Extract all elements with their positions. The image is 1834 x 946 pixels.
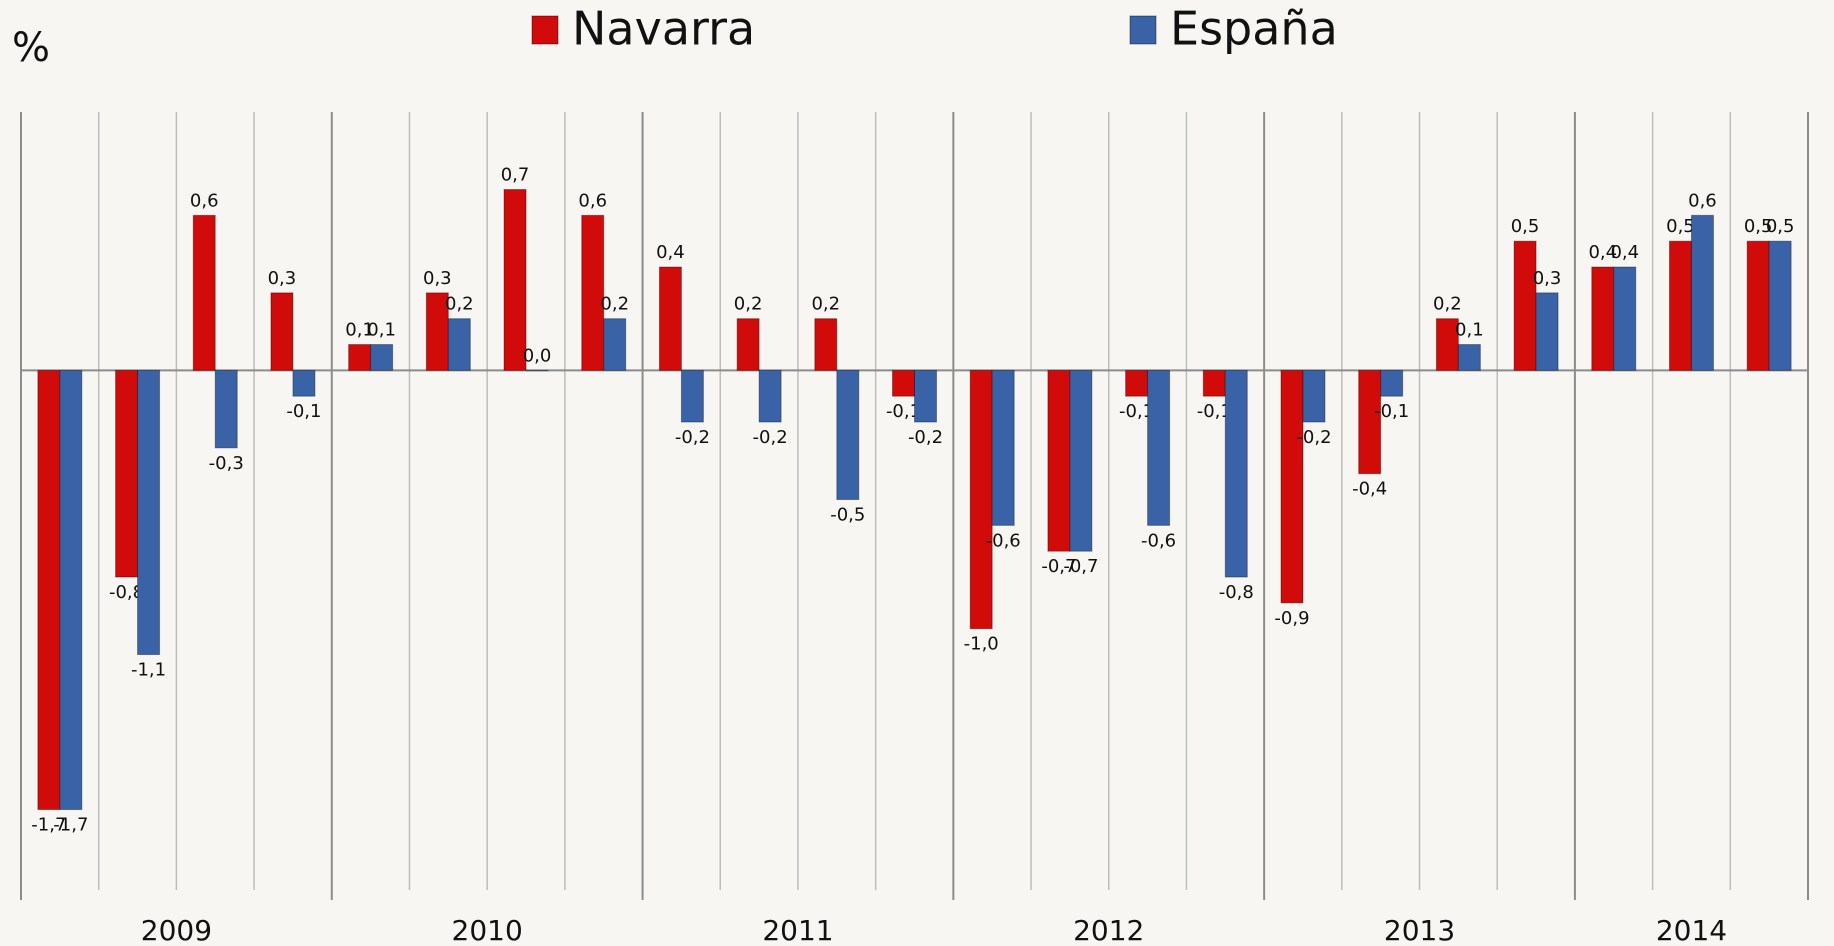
bar — [604, 319, 626, 371]
value-label: 0,1 — [1455, 320, 1484, 341]
value-label: 0,2 — [811, 294, 840, 315]
value-label: -0,6 — [986, 530, 1021, 551]
value-label: 0,6 — [578, 190, 607, 211]
value-label: -0,2 — [1296, 427, 1331, 448]
x-group-label: 2013 — [1384, 914, 1455, 946]
bar — [1148, 370, 1170, 525]
value-label: 0,6 — [1688, 190, 1717, 211]
value-label: 0,2 — [445, 294, 474, 315]
bar — [38, 370, 60, 809]
bar — [915, 370, 937, 422]
y-axis-label: % — [12, 25, 50, 71]
bar — [815, 319, 837, 371]
value-label: -0,9 — [1274, 608, 1309, 629]
bar — [116, 370, 138, 577]
value-label: -0,2 — [908, 427, 943, 448]
bar — [1126, 370, 1148, 396]
bar — [1769, 241, 1791, 370]
legend-marker — [1130, 16, 1156, 44]
bar — [1203, 370, 1225, 396]
value-label: 0,3 — [423, 268, 452, 289]
value-label: 0,3 — [268, 268, 297, 289]
bar — [1303, 370, 1325, 422]
x-group-label: 2012 — [1073, 914, 1144, 946]
value-label: -0,1 — [1374, 401, 1409, 422]
value-label: 0,1 — [367, 320, 396, 341]
bar — [1070, 370, 1092, 551]
bar — [1281, 370, 1303, 603]
value-label: 0,2 — [1433, 294, 1462, 315]
bar — [504, 190, 526, 371]
bar — [1225, 370, 1247, 577]
bar — [837, 370, 859, 499]
bar — [759, 370, 781, 422]
bar — [1536, 293, 1558, 371]
value-label: 0,5 — [1766, 216, 1795, 237]
value-label: 0,4 — [656, 242, 685, 263]
bar — [215, 370, 237, 448]
value-label: 0,6 — [190, 190, 219, 211]
bar — [1048, 370, 1070, 551]
bar — [1592, 267, 1614, 370]
x-group-label: 2009 — [141, 914, 212, 946]
value-label: 0,3 — [1533, 268, 1562, 289]
bar — [271, 293, 293, 371]
value-label: 0,5 — [1666, 216, 1695, 237]
value-label: -0,8 — [1219, 582, 1254, 603]
page: % 2009 2010 2011 2012 2013 2014 -1,7 -0,8 0,6 0,3… — [0, 0, 1834, 946]
bar — [970, 370, 992, 628]
chart: % 2009 2010 2011 2012 2013 2014 -1,7 -0,8 0,6 0,3… — [0, 0, 1834, 946]
x-group-label: 2010 — [452, 914, 523, 946]
value-label: -0,6 — [1141, 530, 1176, 551]
x-group-label: 2014 — [1656, 914, 1727, 946]
bar — [992, 370, 1014, 525]
background — [0, 0, 1834, 946]
bar — [1381, 370, 1403, 396]
value-label: -0,4 — [1352, 479, 1387, 500]
value-label: -1,1 — [131, 660, 166, 681]
value-label: -0,2 — [753, 427, 788, 448]
value-label: -1,7 — [53, 815, 88, 836]
bar — [193, 215, 215, 370]
value-label: -0,5 — [830, 505, 865, 526]
bar — [1747, 241, 1769, 370]
value-label: 0,2 — [600, 294, 629, 315]
bar — [1691, 215, 1713, 370]
value-label: -0,2 — [675, 427, 710, 448]
x-group-label: 2011 — [762, 914, 833, 946]
bar — [1458, 345, 1480, 371]
value-label: -0,3 — [209, 453, 244, 474]
value-label: 0,7 — [501, 165, 530, 186]
bar — [448, 319, 470, 371]
value-label: -0,1 — [286, 401, 321, 422]
value-label: 0,0 — [523, 345, 552, 366]
bar — [371, 345, 393, 371]
value-label: 0,4 — [1610, 242, 1639, 263]
bar — [526, 370, 548, 371]
value-label: 0,5 — [1511, 216, 1540, 237]
legend-marker — [532, 16, 558, 44]
bar — [293, 370, 315, 396]
bar — [349, 345, 371, 371]
bar — [737, 319, 759, 371]
bar — [60, 370, 82, 809]
legend-label: Navarra — [572, 2, 755, 56]
bar — [138, 370, 160, 654]
bar — [1614, 267, 1636, 370]
value-label: -1,0 — [964, 634, 999, 655]
bar — [659, 267, 681, 370]
legend-label: España — [1170, 2, 1338, 56]
bar — [681, 370, 703, 422]
bar — [1669, 241, 1691, 370]
bar — [893, 370, 915, 396]
value-label: -0,7 — [1063, 556, 1098, 577]
value-label: 0,2 — [734, 294, 763, 315]
bar — [1514, 241, 1536, 370]
